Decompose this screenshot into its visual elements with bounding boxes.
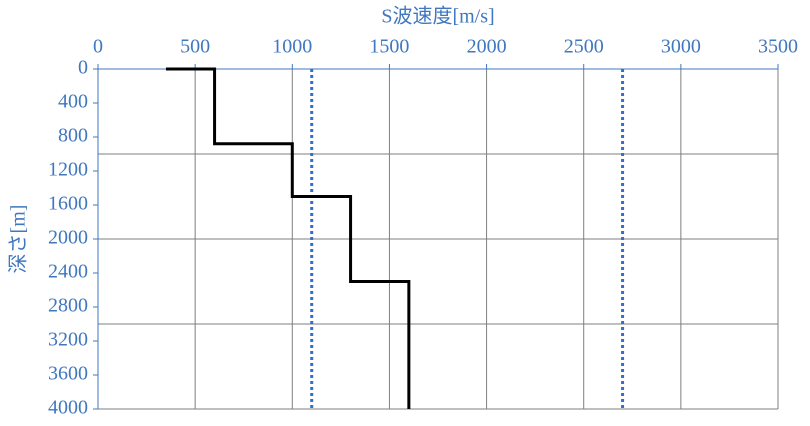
y-tick-label: 1600 [48,193,88,215]
y-tick-label: 3600 [48,363,88,385]
y-tick-label: 400 [58,91,88,113]
y-tick-label: 2400 [48,261,88,283]
y-tick-label: 1200 [48,159,88,181]
y-tick-label: 0 [78,57,88,79]
y-tick-label: 3200 [48,329,88,351]
y-axis-title: 深さ[m] [7,205,30,274]
data-line [166,67,411,409]
x-tick-label: 3500 [758,36,798,58]
y-tick-label: 2000 [48,227,88,249]
y-tick-label: 4000 [48,397,88,419]
x-tick-label: 500 [180,36,210,58]
y-tick-label: 2800 [48,295,88,317]
x-tick-label: 1500 [369,36,409,58]
x-tick-label: 3000 [661,36,701,58]
x-tick-label: 2000 [467,36,507,58]
x-tick-label: 2500 [564,36,604,58]
x-axis-title: S波速度[m/s] [381,5,494,28]
y-tick-label: 800 [58,125,88,147]
x-tick-label: 0 [93,36,103,58]
x-tick-label: 1000 [272,36,312,58]
